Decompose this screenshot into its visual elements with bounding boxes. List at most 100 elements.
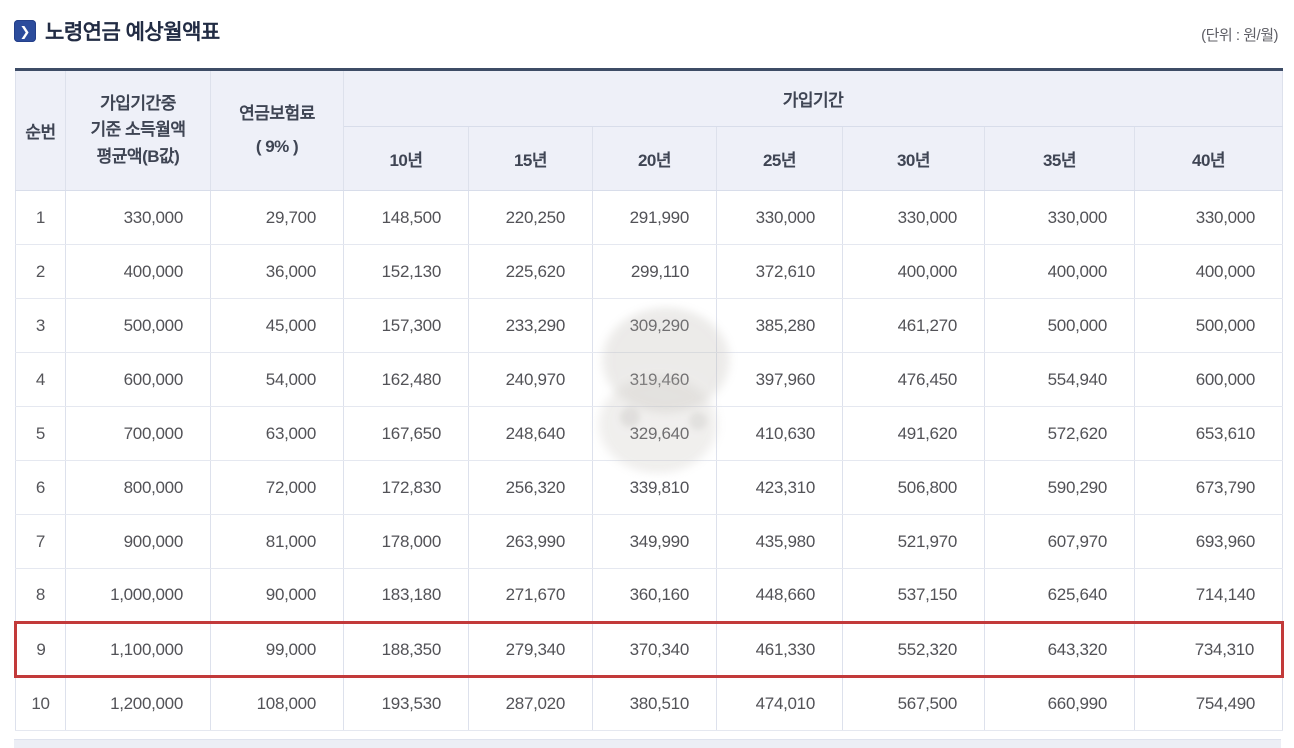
row-value: 474,010 (716, 676, 843, 731)
table-row: 8 1,000,000 90,000 183,180 271,670 360,160 448… (15, 568, 1284, 623)
row-value: 330,000 (65, 190, 211, 245)
row-value: 423,310 (716, 460, 843, 515)
header-seq: 순번 (15, 69, 66, 191)
header-avg-income-line2: 기준 소득월액 (90, 120, 186, 140)
row-value: 800,000 (65, 460, 211, 515)
row-seq: 9 (14, 621, 66, 678)
row-value: 370,340 (592, 621, 717, 678)
header-period-group: 가입기간 (342, 69, 1284, 127)
row-value: 279,340 (468, 621, 593, 678)
row-seq: 4 (15, 352, 66, 407)
header-period-10: 10년 (343, 126, 469, 191)
row-value: 329,640 (592, 406, 717, 461)
row-value: 900,000 (65, 514, 211, 569)
row-value: 172,830 (343, 460, 469, 515)
row-value: 500,000 (1133, 298, 1284, 353)
row-value: 461,330 (716, 621, 843, 678)
row-value: 81,000 (210, 514, 344, 569)
row-value: 653,610 (1133, 406, 1284, 461)
row-value: 188,350 (343, 621, 469, 678)
pension-table: 순번 가입기간중 기준 소득월액 평균액(B값) 연금보험료 ( 9% ) 가입… (14, 68, 1285, 731)
row-value: 400,000 (65, 244, 211, 299)
table-header: 순번 가입기간중 기준 소득월액 평균액(B값) 연금보험료 ( 9% ) 가입… (15, 69, 1284, 191)
row-value: 1,200,000 (65, 676, 211, 731)
row-value: 108,000 (210, 676, 344, 731)
row-value: 700,000 (65, 406, 211, 461)
row-value: 45,000 (210, 298, 344, 353)
row-value: 625,640 (984, 568, 1135, 623)
row-seq: 3 (15, 298, 66, 353)
row-value: 148,500 (343, 190, 469, 245)
row-value: 248,640 (468, 406, 593, 461)
row-value: 349,990 (592, 514, 717, 569)
row-value: 339,810 (592, 460, 717, 515)
row-seq: 7 (15, 514, 66, 569)
row-value: 1,100,000 (65, 621, 211, 678)
table-body: 1 330,000 29,700 148,500 220,250 291,990 330,0… (14, 190, 1285, 731)
row-value: 263,990 (468, 514, 593, 569)
row-value: 400,000 (1133, 244, 1284, 299)
row-seq: 10 (15, 676, 66, 731)
row-value: 330,000 (842, 190, 985, 245)
row-seq: 6 (15, 460, 66, 515)
row-value: 233,290 (468, 298, 593, 353)
row-value: 693,960 (1133, 514, 1284, 569)
pension-table-wrap: 순번 가입기간중 기준 소득월액 평균액(B값) 연금보험료 ( 9% ) 가입… (14, 68, 1285, 731)
row-value: 1,000,000 (65, 568, 211, 623)
row-value: 330,000 (716, 190, 843, 245)
row-value: 461,270 (842, 298, 985, 353)
table-row: 7 900,000 81,000 178,000 263,990 349,990 435,9… (15, 514, 1284, 569)
header-period-35: 35년 (984, 126, 1135, 191)
row-value: 572,620 (984, 406, 1135, 461)
next-row-partial (14, 739, 1281, 748)
row-value: 607,970 (984, 514, 1135, 569)
row-value: 385,280 (716, 298, 843, 353)
row-seq: 1 (15, 190, 66, 245)
row-value: 360,160 (592, 568, 717, 623)
header-avg-income-line3: 평균액(B값) (96, 146, 180, 166)
unit-label: (단위 : 원/월) (1201, 27, 1278, 44)
row-value: 225,620 (468, 244, 593, 299)
table-row: 4 600,000 54,000 162,480 240,970 319,460 397,9… (15, 352, 1284, 407)
row-value: 220,250 (468, 190, 593, 245)
row-value: 72,000 (210, 460, 344, 515)
header-period-20: 20년 (592, 126, 717, 191)
row-value: 554,940 (984, 352, 1135, 407)
page-title: 노령연금 예상월액표 (45, 21, 220, 44)
row-value: 178,000 (343, 514, 469, 569)
table-row: 1 330,000 29,700 148,500 220,250 291,990 330,0… (15, 190, 1284, 245)
row-value: 397,960 (716, 352, 843, 407)
row-value: 400,000 (984, 244, 1135, 299)
row-value: 643,320 (984, 621, 1135, 678)
row-value: 590,290 (984, 460, 1135, 515)
row-value: 754,490 (1133, 676, 1284, 731)
row-value: 567,500 (842, 676, 985, 731)
row-value: 734,310 (1133, 621, 1285, 678)
title-bar: ❯ 노령연금 예상월액표 (단위 : 원/월) (0, 0, 1294, 62)
row-value: 240,970 (468, 352, 593, 407)
chevron-right-icon: ❯ (14, 20, 36, 42)
row-value: 476,450 (842, 352, 985, 407)
row-value: 330,000 (984, 190, 1135, 245)
row-value: 319,460 (592, 352, 717, 407)
row-value: 491,620 (842, 406, 985, 461)
row-value: 537,150 (842, 568, 985, 623)
row-value: 330,000 (1133, 190, 1284, 245)
header-premium-line2: ( 9% ) (255, 136, 299, 156)
row-value: 521,970 (842, 514, 985, 569)
row-value: 90,000 (210, 568, 344, 623)
row-value: 673,790 (1133, 460, 1284, 515)
row-value: 500,000 (984, 298, 1135, 353)
table-row: 10 1,200,000 108,000 193,530 287,020 380,510 4… (15, 676, 1284, 731)
row-value: 448,660 (716, 568, 843, 623)
header-premium: 연금보험료 ( 9% ) (210, 69, 344, 191)
row-value: 600,000 (1133, 352, 1284, 407)
row-value: 287,020 (468, 676, 593, 731)
header-avg-income: 가입기간중 기준 소득월액 평균액(B값) (65, 69, 211, 191)
row-value: 600,000 (65, 352, 211, 407)
table-row: 2 400,000 36,000 152,130 225,620 299,110 372,6… (15, 244, 1284, 299)
header-period-25: 25년 (716, 126, 843, 191)
row-value: 183,180 (343, 568, 469, 623)
row-value: 36,000 (210, 244, 344, 299)
row-value: 291,990 (592, 190, 717, 245)
